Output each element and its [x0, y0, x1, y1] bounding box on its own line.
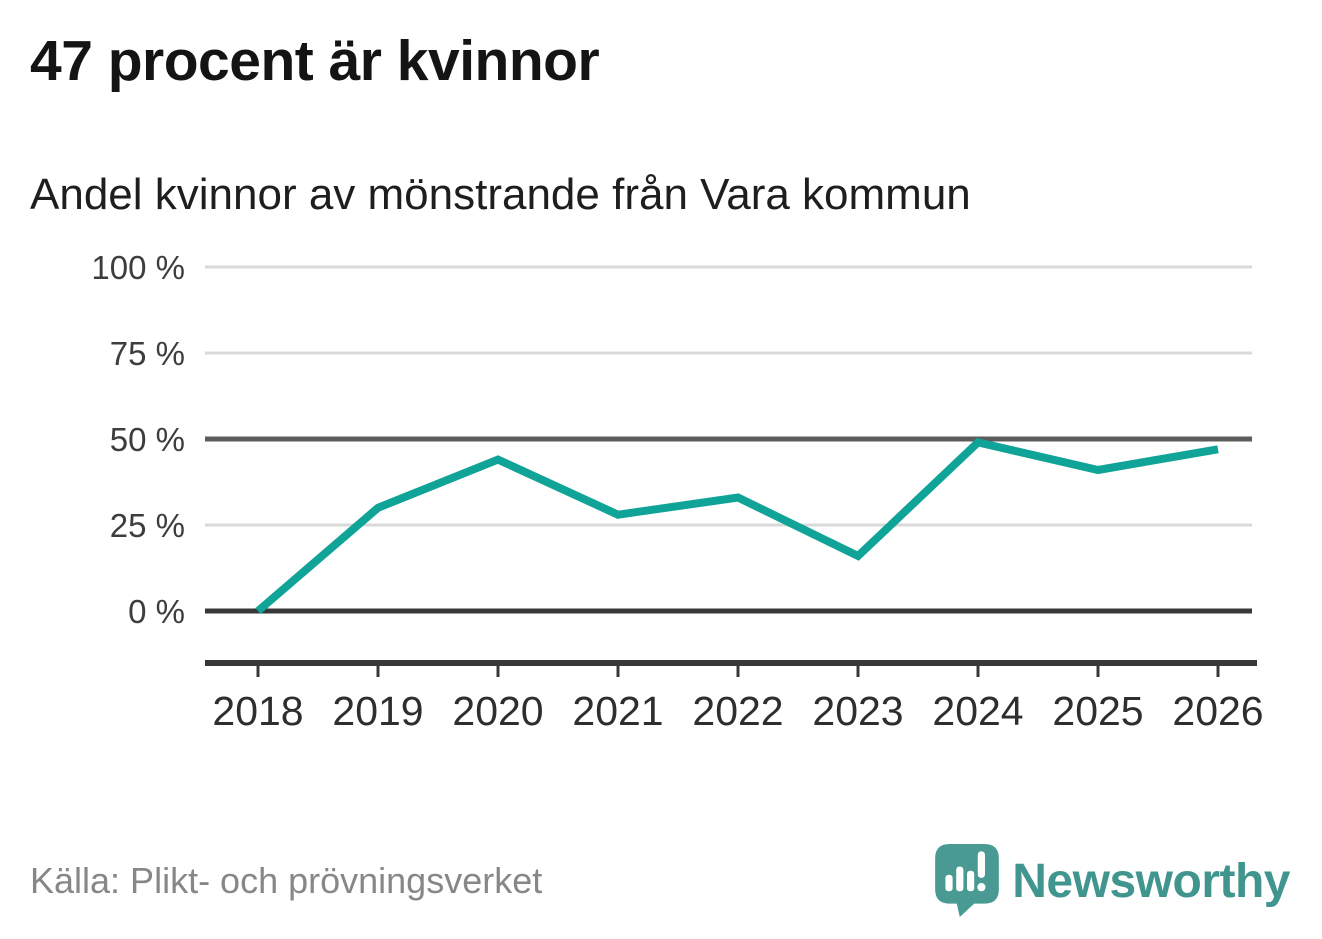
series-line-andel-kvinnor: [255, 438, 1219, 615]
x-tick-label: 2021: [572, 688, 663, 734]
x-tick-label: 2018: [212, 688, 303, 734]
x-tick-label: 2019: [332, 688, 423, 734]
x-tick-label: 2025: [1052, 688, 1143, 734]
chart-subtitle: Andel kvinnor av mönstrande från Vara ko…: [30, 170, 971, 219]
x-tick-label: 2020: [452, 688, 543, 734]
y-tick-label: 25 %: [110, 507, 185, 544]
y-tick-label: 50 %: [110, 421, 185, 458]
line-chart: 0 % 25 % 50 % 75 % 100 % 2018 2019 2020 2021 2022…: [91, 249, 1263, 734]
y-tick-label: 0 %: [128, 593, 185, 630]
newsworthy-logo: Newsworthy: [935, 844, 1290, 918]
newsworthy-bubble-chart-icon: [935, 844, 1000, 917]
x-tick-label: 2026: [1172, 688, 1263, 734]
x-tick-label: 2022: [692, 688, 783, 734]
page-title: 47 procent är kvinnor: [30, 29, 600, 93]
x-tick-label: 2024: [932, 688, 1023, 734]
y-tick-label: 100 %: [91, 249, 185, 286]
y-tick-label: 75 %: [110, 335, 185, 372]
x-tick-label: 2023: [812, 688, 903, 734]
brand-name: Newsworthy: [1012, 854, 1290, 908]
source-caption: Källa: Plikt- och prövningsverket: [30, 860, 543, 901]
footer: Källa: Plikt- och prövningsverket Newswo…: [30, 843, 1290, 919]
